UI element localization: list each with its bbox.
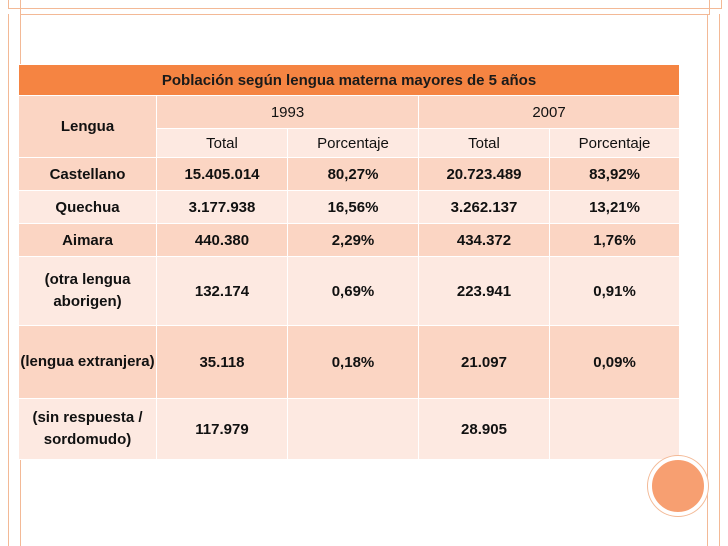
subheader-total-2007: Total bbox=[418, 128, 550, 158]
slide-frame-top bbox=[0, 0, 728, 15]
table-title: Población según lengua materna mayores d… bbox=[17, 64, 681, 96]
year-header-row: Lengua 1993 2007 bbox=[18, 95, 681, 158]
decorative-circle bbox=[648, 456, 708, 516]
year-1993-header: 1993 bbox=[156, 95, 419, 129]
total-1993: 440.380 bbox=[156, 223, 288, 257]
percent-2007: 0,09% bbox=[548, 325, 681, 399]
table-row: (sin respuesta / sordomudo) 117.979 28.9… bbox=[18, 398, 681, 460]
percent-1993: 2,29% bbox=[287, 223, 419, 257]
subheader-total-1993: Total bbox=[156, 128, 288, 158]
row-label: (otra lengua aborigen) bbox=[18, 256, 157, 326]
total-1993: 35.118 bbox=[156, 325, 288, 399]
subheader-percent-1993: Porcentaje bbox=[287, 128, 419, 158]
table-row: (otra lengua aborigen) 132.174 0,69% 223… bbox=[18, 256, 681, 326]
subheader-percent-2007: Porcentaje bbox=[548, 128, 681, 158]
percent-1993: 16,56% bbox=[287, 190, 419, 224]
percent-1993: 0,18% bbox=[287, 325, 419, 399]
total-1993: 132.174 bbox=[156, 256, 288, 326]
percent-2007: 1,76% bbox=[548, 223, 681, 257]
table-title-row: Población según lengua materna mayores d… bbox=[17, 64, 681, 96]
total-2007: 28.905 bbox=[418, 398, 550, 460]
total-2007: 21.097 bbox=[418, 325, 550, 399]
total-1993: 117.979 bbox=[156, 398, 288, 460]
total-2007: 223.941 bbox=[418, 256, 550, 326]
percent-2007 bbox=[548, 398, 681, 460]
row-label: Castellano bbox=[18, 157, 157, 191]
percent-2007: 13,21% bbox=[548, 190, 681, 224]
slide-frame-outer bbox=[8, 14, 720, 546]
percent-1993: 80,27% bbox=[287, 157, 419, 191]
percent-2007: 0,91% bbox=[548, 256, 681, 326]
table-row: Aimara 440.380 2,29% 434.372 1,76% bbox=[18, 223, 681, 257]
year-2007-header: 2007 bbox=[417, 95, 681, 129]
population-table: Población según lengua materna mayores d… bbox=[17, 64, 681, 460]
total-1993: 3.177.938 bbox=[156, 190, 288, 224]
total-2007: 3.262.137 bbox=[418, 190, 550, 224]
table-row: Quechua 3.177.938 16,56% 3.262.137 13,21… bbox=[18, 190, 681, 224]
row-label: (sin respuesta / sordomudo) bbox=[18, 398, 157, 460]
row-label: Quechua bbox=[18, 190, 157, 224]
total-1993: 15.405.014 bbox=[156, 157, 288, 191]
lengua-header: Lengua bbox=[18, 95, 157, 158]
percent-2007: 83,92% bbox=[548, 157, 681, 191]
total-2007: 20.723.489 bbox=[418, 157, 550, 191]
total-2007: 434.372 bbox=[418, 223, 550, 257]
row-label: (lengua extranjera) bbox=[18, 325, 157, 399]
table-row: Castellano 15.405.014 80,27% 20.723.489 … bbox=[18, 157, 681, 191]
percent-1993 bbox=[287, 398, 419, 460]
table-row: (lengua extranjera) 35.118 0,18% 21.097 … bbox=[18, 325, 681, 399]
row-label: Aimara bbox=[18, 223, 157, 257]
percent-1993: 0,69% bbox=[287, 256, 419, 326]
